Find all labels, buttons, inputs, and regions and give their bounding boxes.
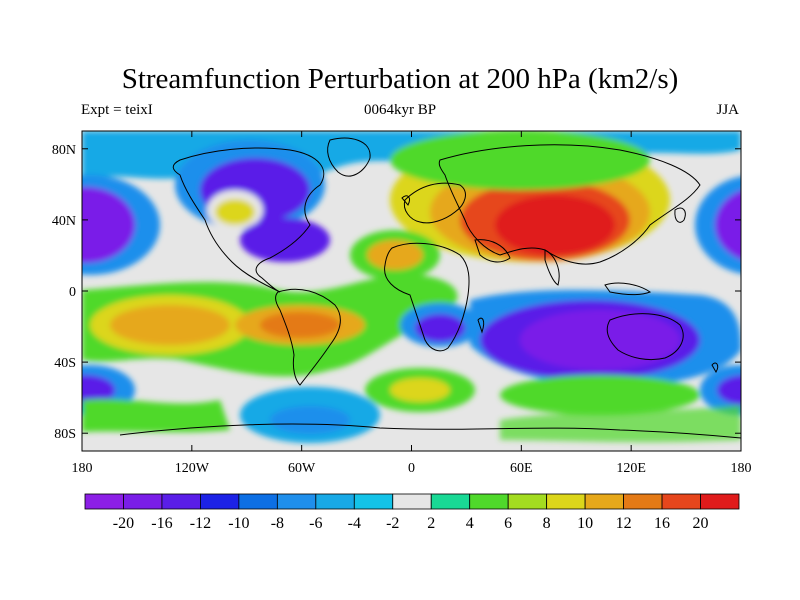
colorbar-swatch <box>469 493 509 510</box>
colorbar-swatch <box>507 493 548 510</box>
latitude-axis: 80N 40N 0 40S 80S <box>52 143 741 442</box>
coastlines <box>119 137 741 439</box>
colorbar-label: 2 <box>427 515 435 532</box>
colorbar-swatch <box>430 493 471 510</box>
season-label: JJA <box>716 102 739 118</box>
colorbar-swatch <box>392 493 432 510</box>
lat-tick-label: 0 <box>69 285 76 300</box>
lon-tick-label: 180 <box>731 461 752 476</box>
colorbar-label: 10 <box>577 515 593 532</box>
contour-field <box>82 131 741 451</box>
lat-tick-label: 40N <box>52 214 76 229</box>
colorbar-swatch <box>238 493 278 510</box>
colorbar-label: 16 <box>654 515 670 532</box>
colorbar-label: 4 <box>466 515 474 532</box>
colorbar-label: -2 <box>386 515 399 532</box>
colorbar-swatch <box>315 493 355 510</box>
colorbar-label: -20 <box>113 515 134 532</box>
colorbar: -20 -16 -12 -10 -8 -6 -4 -2 2 4 6 8 10 12 16 20 <box>84 493 740 532</box>
lat-tick-label: 40S <box>54 356 76 371</box>
colorbar-swatch <box>123 493 163 510</box>
lon-tick-label: 180 <box>72 461 93 476</box>
lon-tick-label: 60E <box>510 461 533 476</box>
colorbar-label: -16 <box>151 515 172 532</box>
colorbar-swatch <box>353 493 394 510</box>
lon-tick-label: 60W <box>288 461 316 476</box>
colorbar-label: -8 <box>271 515 284 532</box>
lat-tick-label: 80S <box>54 427 76 442</box>
colorbar-swatch <box>661 493 701 510</box>
colorbar-label: -4 <box>348 515 361 532</box>
lon-tick-label: 0 <box>408 461 415 476</box>
colorbar-label: -12 <box>190 515 211 532</box>
colorbar-label: 8 <box>543 515 551 532</box>
colorbar-swatch <box>700 493 740 510</box>
colorbar-label: 6 <box>504 515 512 532</box>
colorbar-swatch <box>546 493 586 510</box>
lon-tick-label: 120W <box>175 461 210 476</box>
colorbar-swatch <box>623 493 663 510</box>
chart-title: Streamfunction Perturbation at 200 hPa (… <box>121 63 679 95</box>
colorbar-swatch <box>161 493 201 510</box>
time-label: 0064kyr BP <box>363 102 437 118</box>
colorbar-swatch <box>84 493 124 510</box>
colorbar-swatch <box>200 493 240 510</box>
colorbar-label: -10 <box>228 515 249 532</box>
colorbar-label: 12 <box>616 515 632 532</box>
experiment-label: Expt = teixI <box>81 102 153 118</box>
colorbar-swatch <box>584 493 624 510</box>
colorbar-swatch <box>276 493 317 510</box>
lat-tick-label: 80N <box>52 143 76 158</box>
longitude-axis: 180 120W 60W 0 60E 120E 180 <box>72 131 752 476</box>
lon-tick-label: 120E <box>616 461 646 476</box>
colorbar-label: -6 <box>309 515 322 532</box>
colorbar-label: 20 <box>693 515 709 532</box>
